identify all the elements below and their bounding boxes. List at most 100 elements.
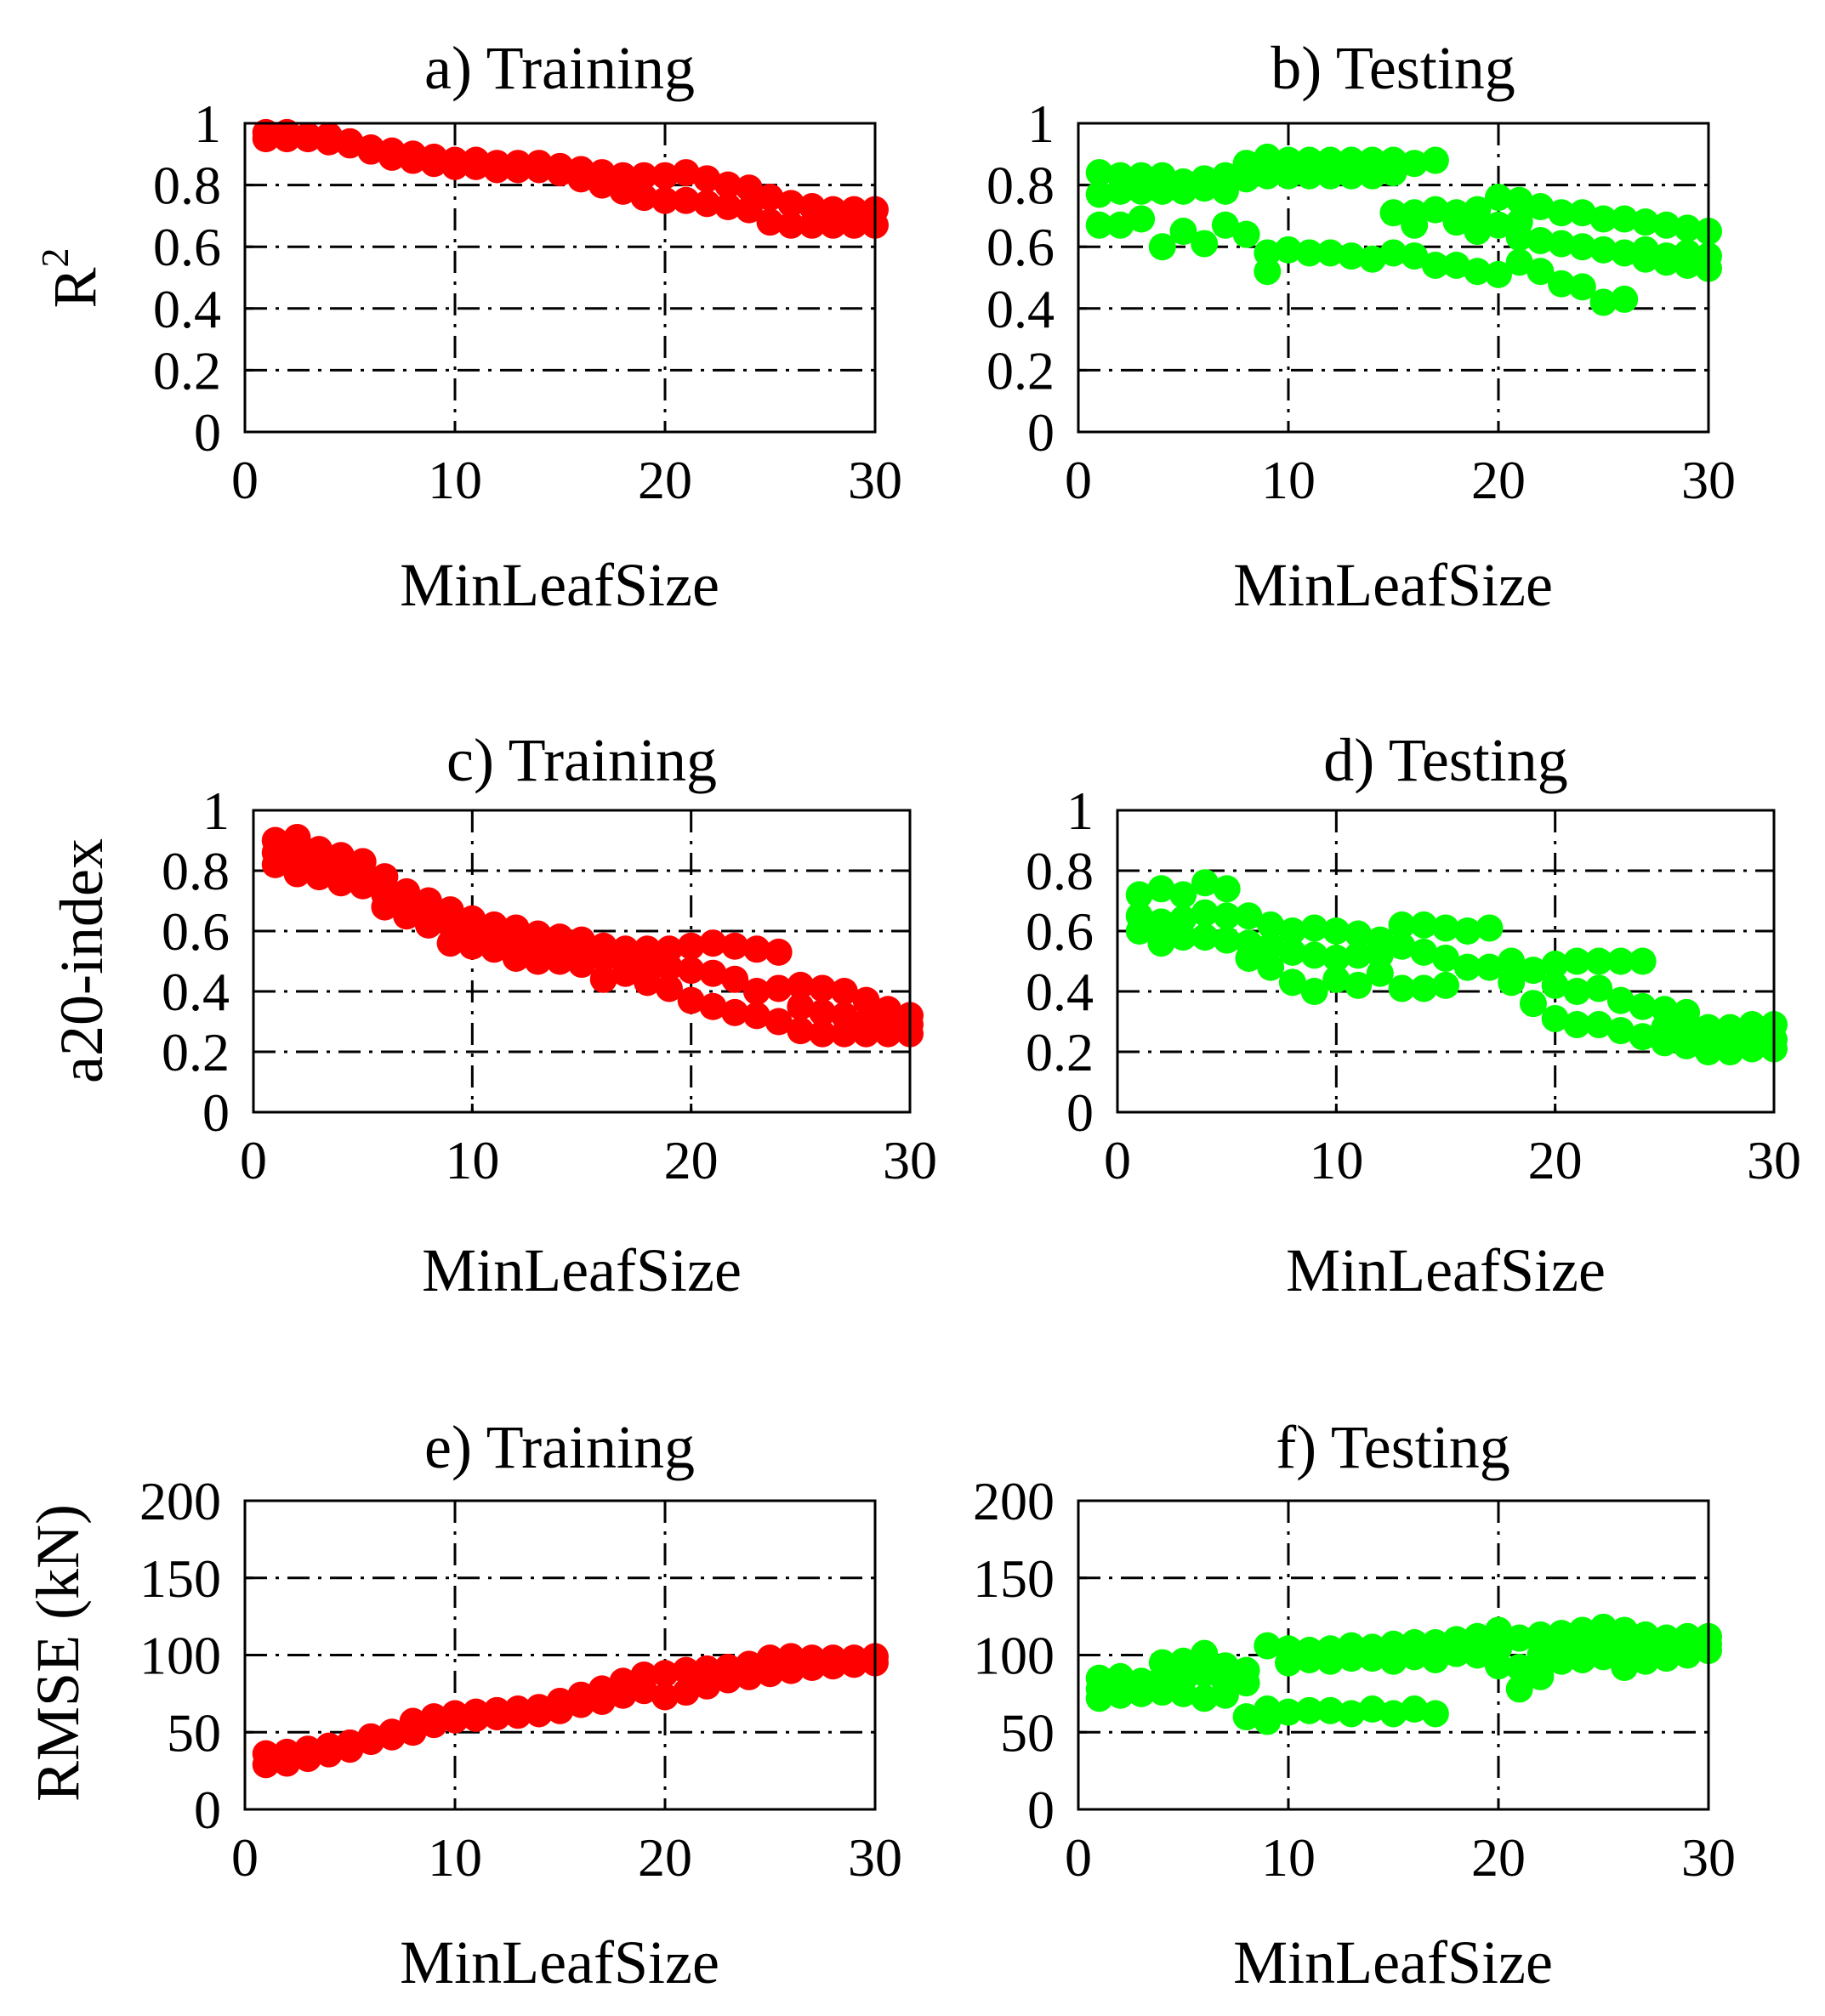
data-point xyxy=(1379,159,1407,187)
data-point xyxy=(1358,162,1386,190)
data-point xyxy=(1235,944,1263,972)
data-point xyxy=(1338,1644,1366,1672)
data-point xyxy=(714,193,742,221)
data-point xyxy=(677,986,705,1014)
data-point xyxy=(420,150,448,178)
data-point xyxy=(1674,1641,1702,1669)
data-point xyxy=(672,159,700,187)
y-tick-label: 1 xyxy=(1066,781,1094,841)
x-axis-label: MinLeafSize xyxy=(422,1236,742,1304)
x-tick-label: 10 xyxy=(1261,450,1316,510)
data-point xyxy=(1611,239,1639,267)
data-point xyxy=(1652,1644,1680,1672)
data-point xyxy=(1629,992,1657,1020)
y-tick-label: 0.4 xyxy=(1026,962,1094,1022)
data-point xyxy=(1232,220,1260,248)
x-tick-label: 0 xyxy=(240,1130,267,1190)
data-point xyxy=(1191,1684,1219,1712)
data-point xyxy=(1125,917,1153,945)
panel-title: b) Testing xyxy=(1271,34,1515,102)
data-point xyxy=(1631,1647,1659,1675)
data-point xyxy=(436,929,464,957)
data-point xyxy=(1147,929,1175,957)
x-tick-label: 30 xyxy=(848,450,902,510)
data-point xyxy=(1652,211,1680,239)
data-point xyxy=(1085,159,1113,187)
data-point xyxy=(1275,236,1302,264)
data-point xyxy=(315,1740,343,1768)
data-point xyxy=(305,863,333,891)
data-point xyxy=(742,935,770,963)
data-point xyxy=(1694,1038,1722,1065)
y-tick-label: 0.6 xyxy=(153,217,221,277)
data-point xyxy=(1651,1029,1679,1057)
data-point xyxy=(1322,965,1350,993)
data-point xyxy=(714,171,742,199)
data-point xyxy=(1568,199,1596,227)
data-point xyxy=(273,125,301,153)
data-point xyxy=(677,957,705,985)
data-point xyxy=(1585,974,1613,1002)
data-point xyxy=(1358,1644,1386,1672)
data-point xyxy=(1485,184,1512,212)
data-point xyxy=(1475,914,1504,942)
panel-f: f) Testing MinLeafSize 0 10 20 30 0 50 100 150 2… xyxy=(973,1413,1736,1996)
data-point xyxy=(1505,1675,1533,1703)
data-point xyxy=(1191,923,1219,951)
data-point xyxy=(1421,1700,1449,1728)
data-point xyxy=(524,947,552,975)
data-point xyxy=(1674,214,1702,242)
data-point xyxy=(1421,1645,1449,1673)
data-point xyxy=(756,208,784,236)
panel-title: a) Training xyxy=(424,34,695,102)
panel-c: c) Training MinLeafSize a20-index 0 10 20 3… xyxy=(48,726,937,1304)
data-point xyxy=(1498,968,1526,997)
data-point xyxy=(1716,1038,1744,1065)
data-point xyxy=(1358,1695,1386,1724)
data-point xyxy=(1548,199,1576,227)
data-point xyxy=(462,1704,490,1732)
data-point xyxy=(1254,162,1282,190)
data-point xyxy=(852,986,880,1014)
data-point xyxy=(1442,1639,1470,1667)
data-point xyxy=(672,1656,700,1684)
data-point xyxy=(787,1017,815,1045)
data-point xyxy=(1519,957,1547,985)
data-point xyxy=(1410,911,1438,939)
data-point xyxy=(1316,1647,1345,1675)
data-point xyxy=(483,1703,511,1731)
data-point xyxy=(1275,1698,1302,1726)
data-point xyxy=(441,152,469,180)
data-point xyxy=(1147,875,1175,903)
y-axis-label: R2 xyxy=(33,247,109,308)
data-point xyxy=(693,165,721,193)
data-point xyxy=(504,1701,532,1729)
y-tick-label: 150 xyxy=(973,1548,1055,1609)
data-point xyxy=(1498,947,1526,975)
data-point xyxy=(1548,230,1576,258)
data-point xyxy=(357,1728,385,1756)
data-point xyxy=(1527,226,1555,254)
data-point xyxy=(349,872,377,900)
y-tick-label: 100 xyxy=(973,1626,1055,1686)
data-point xyxy=(1169,177,1197,205)
data-point xyxy=(393,902,421,930)
data-point xyxy=(1464,1641,1492,1669)
data-point xyxy=(1629,1023,1657,1051)
data-point xyxy=(651,162,679,190)
data-point xyxy=(1316,162,1345,190)
data-point xyxy=(1432,914,1459,942)
data-point xyxy=(1652,248,1680,276)
data-point xyxy=(1674,251,1702,279)
data-point xyxy=(1541,971,1569,999)
data-point xyxy=(798,211,826,239)
data-point xyxy=(483,156,511,184)
data-point xyxy=(1125,881,1153,909)
data-point xyxy=(1589,1643,1617,1671)
x-tick-label: 10 xyxy=(1261,1827,1316,1888)
data-point xyxy=(1401,211,1429,239)
data-point xyxy=(655,953,683,981)
data-point xyxy=(1563,947,1591,975)
data-point xyxy=(1611,1654,1639,1682)
data-point xyxy=(1568,273,1596,301)
